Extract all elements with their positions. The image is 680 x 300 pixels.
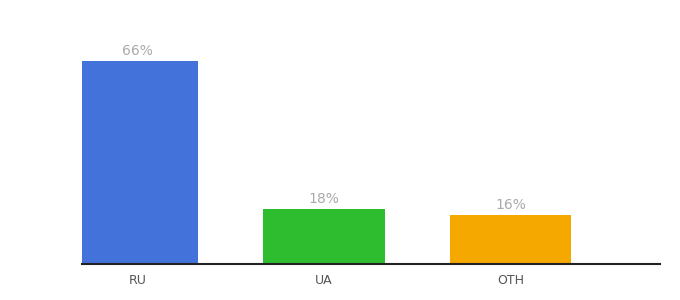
Text: 18%: 18% bbox=[309, 191, 339, 206]
Text: 16%: 16% bbox=[495, 198, 526, 212]
Bar bbox=[263, 208, 385, 264]
Bar bbox=[450, 215, 571, 264]
Bar bbox=[77, 61, 198, 264]
Text: 66%: 66% bbox=[122, 44, 153, 58]
